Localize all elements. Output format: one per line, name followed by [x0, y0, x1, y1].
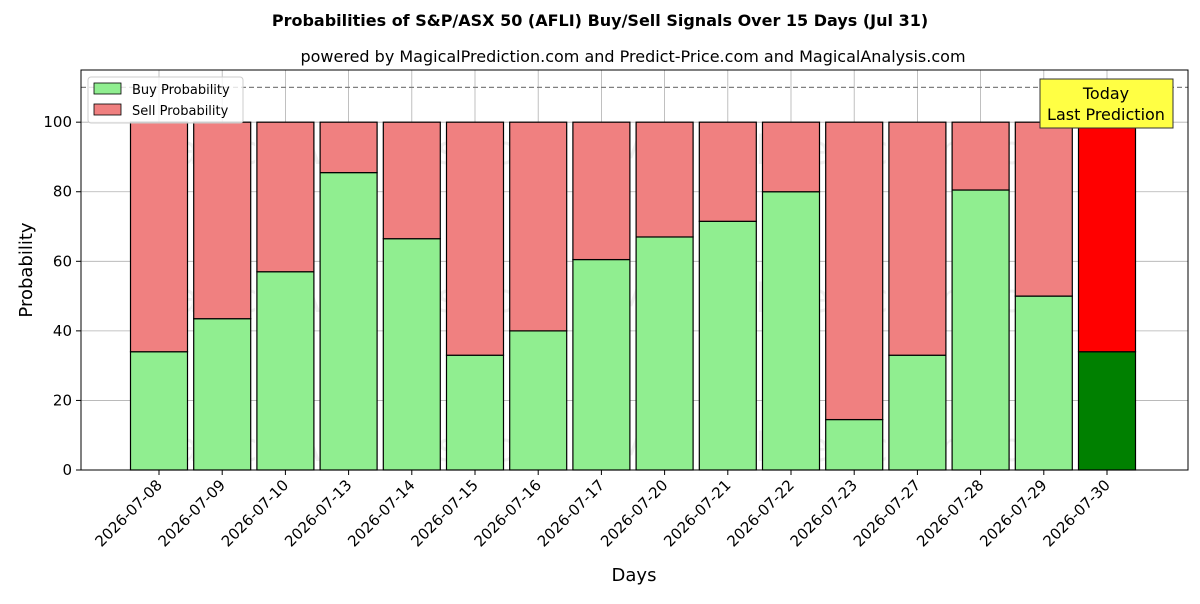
sell-bar — [761, 121, 821, 193]
y-axis: 0 20 40 60 80 100 — [43, 113, 81, 479]
sell-bar — [319, 121, 378, 174]
sell-bar — [129, 121, 189, 353]
buy-bar — [319, 172, 378, 471]
x-tick-label: 2026-07-16 — [471, 476, 545, 550]
buy-bar — [1077, 351, 1137, 471]
x-tick-label: 2026-07-22 — [723, 476, 797, 550]
buy-bar — [698, 220, 757, 471]
y-tick-label: 40 — [53, 322, 72, 340]
annotation-box: Today Last Prediction — [1039, 78, 1174, 129]
bars-layer — [129, 121, 1137, 471]
x-tick-label: 2026-07-23 — [787, 476, 861, 550]
sell-bar — [193, 121, 252, 320]
legend-sell-label: Sell Probability — [132, 104, 229, 119]
chart-subtitle: powered by MagicalPrediction.com and Pre… — [300, 47, 965, 66]
buy-bar — [445, 354, 505, 471]
buy-bar — [951, 189, 1010, 471]
plot-frame — [80, 69, 1189, 471]
buy-bar — [825, 418, 884, 471]
x-tick-label: 2026-07-15 — [407, 476, 481, 550]
sell-bar — [888, 121, 947, 356]
x-axis: 2026-07-082026-07-092026-07-102026-07-13… — [91, 470, 1114, 550]
x-tick-label: 2026-07-27 — [850, 476, 924, 550]
legend-sell-swatch — [93, 103, 122, 116]
y-tick-label: 60 — [53, 252, 72, 270]
buy-bar — [888, 354, 947, 471]
x-tick-label: 2026-07-13 — [281, 476, 355, 550]
x-tick-label: 2026-07-21 — [660, 476, 734, 550]
x-tick-label: 2026-07-29 — [976, 476, 1050, 550]
buy-bar — [129, 351, 189, 471]
sell-bar — [635, 121, 694, 238]
chart-title: Probabilities of S&P/ASX 50 (AFLI) Buy/S… — [272, 11, 928, 30]
sell-bar — [698, 121, 757, 222]
x-tick-label: 2026-07-30 — [1039, 476, 1113, 550]
y-axis-label: Probability — [16, 222, 37, 317]
buy-bar — [1014, 295, 1073, 471]
y-tick-label: 20 — [53, 391, 72, 409]
y-tick-label: 0 — [62, 461, 72, 479]
legend: Buy Probability Sell Probability — [87, 76, 244, 124]
legend-buy-label: Buy Probability — [132, 83, 230, 98]
sell-bar — [1014, 121, 1073, 297]
y-tick-label: 100 — [43, 113, 72, 131]
buy-bar — [572, 258, 631, 471]
x-tick-label: 2026-07-17 — [534, 476, 608, 550]
buy-bar — [256, 271, 315, 471]
buy-bar — [382, 238, 441, 471]
annotation-background — [1039, 78, 1174, 129]
sell-bar — [256, 121, 315, 273]
sell-bar — [951, 121, 1010, 191]
annotation-line-1: Today — [1082, 84, 1129, 103]
sell-bar — [1077, 121, 1137, 353]
sell-bar — [572, 121, 631, 261]
x-tick-label: 2026-07-09 — [155, 476, 229, 550]
x-tick-label: 2026-07-28 — [913, 476, 987, 550]
buy-bar — [193, 318, 252, 471]
buy-bar — [509, 330, 568, 471]
x-tick-label: 2026-07-08 — [91, 476, 165, 550]
sell-bar — [825, 121, 884, 421]
x-tick-label: 2026-07-14 — [344, 476, 418, 550]
buy-bar — [635, 236, 694, 471]
legend-buy-swatch — [93, 82, 122, 95]
x-tick-label: 2026-07-20 — [597, 476, 671, 550]
x-tick-label: 2026-07-10 — [218, 476, 292, 550]
sell-bar — [382, 121, 441, 240]
buy-bar — [761, 191, 821, 471]
sell-bar — [509, 121, 568, 332]
y-tick-label: 80 — [53, 183, 72, 201]
annotation-line-2: Last Prediction — [1047, 105, 1165, 124]
legend-frame — [87, 76, 244, 124]
x-axis-label: Days — [612, 565, 657, 586]
sell-bar — [445, 121, 505, 356]
